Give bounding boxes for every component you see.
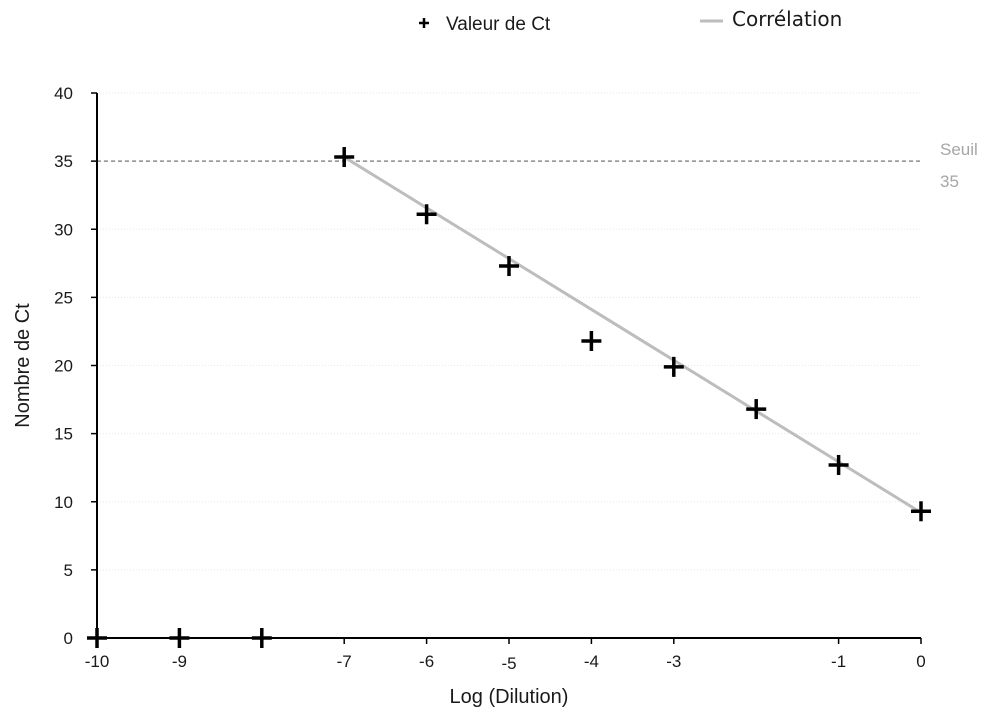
y-tick-label: 25 xyxy=(54,288,73,307)
x-tick-label: 0 xyxy=(916,652,925,671)
x-tick-label: -5 xyxy=(501,654,516,673)
y-tick-label: 5 xyxy=(64,561,73,580)
x-tick-label: -7 xyxy=(337,652,352,671)
x-tick-label: -1 xyxy=(831,652,846,671)
ct-value-point xyxy=(87,628,107,648)
gridlines xyxy=(97,92,921,571)
x-tick-label: -4 xyxy=(584,652,599,671)
y-tick-label: 0 xyxy=(64,629,73,648)
ct-value-point xyxy=(911,501,931,522)
legend-line-label: Corrélation xyxy=(732,7,842,31)
y-tick-label: 30 xyxy=(54,220,73,239)
threshold-label: Seuil xyxy=(940,140,978,159)
ct-value-point xyxy=(334,147,355,168)
x-tick-label: -9 xyxy=(172,652,187,671)
ct-value-point xyxy=(581,330,602,351)
y-tick-label: 40 xyxy=(54,84,73,103)
x-tick-label: -3 xyxy=(666,652,681,671)
ct-value-point xyxy=(416,204,437,225)
legend-points-label: Valeur de Ct xyxy=(446,14,551,35)
legend-plus-marker xyxy=(419,18,429,28)
ct-value-point xyxy=(169,628,190,648)
x-tick-label: -10 xyxy=(85,652,110,671)
y-tick-label: 10 xyxy=(54,493,73,512)
legend: Valeur de Ct Corrélation xyxy=(419,7,842,35)
correlation-series xyxy=(343,155,922,514)
threshold-value-label: 35 xyxy=(940,172,959,191)
ct-value-point xyxy=(499,256,519,277)
y-tick-label: 15 xyxy=(54,425,73,444)
ct-value-point xyxy=(828,454,849,475)
x-axis-title: Log (Dilution) xyxy=(450,686,569,708)
threshold-group: Seuil 35 xyxy=(97,140,978,191)
y-tick-label: 20 xyxy=(54,357,73,376)
ct-value-series xyxy=(87,147,931,648)
ct-value-point xyxy=(746,399,767,420)
ct-value-point xyxy=(251,628,272,648)
x-tick-label: -6 xyxy=(419,652,434,671)
y-tick-label: 35 xyxy=(54,152,73,171)
ct-value-point xyxy=(663,356,684,377)
y-axis-title: Nombre de Ct xyxy=(12,303,34,428)
correlation-line xyxy=(343,155,922,514)
